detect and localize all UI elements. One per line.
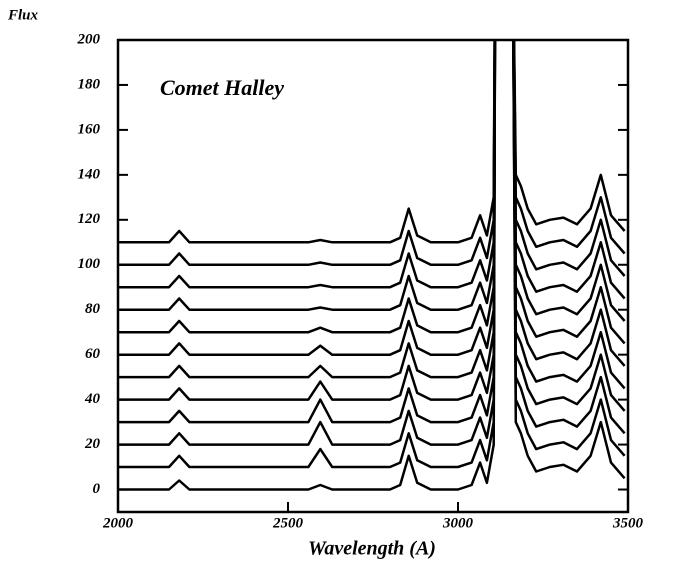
x-tick-label: 2000 [102, 515, 134, 531]
y-tick-label: 120 [78, 211, 101, 227]
series-line [118, 40, 626, 424]
y-tick-label: 100 [78, 256, 101, 272]
chart-title: Comet Halley [160, 75, 284, 100]
x-tick-label: 3000 [442, 515, 474, 531]
plot-frame [116, 38, 630, 514]
y-tick-label: 200 [77, 31, 101, 47]
x-tick-label: 3500 [612, 515, 644, 531]
y-tick-label: 40 [84, 391, 101, 407]
lines [118, 40, 626, 491]
series-line [118, 40, 626, 334]
y-tick-label: 180 [78, 76, 101, 92]
y-tick-label: 0 [93, 481, 101, 497]
series-line [118, 40, 626, 469]
x-tick-label: 2500 [272, 515, 304, 531]
series-line [118, 40, 626, 311]
y-tick-label: 80 [85, 301, 101, 317]
y-tick-label: 20 [84, 436, 101, 452]
series-line [118, 40, 626, 491]
series-line [118, 40, 626, 401]
series-line [118, 40, 626, 244]
series-line [118, 40, 626, 356]
series-line [118, 40, 626, 379]
x-axis-label: Wavelength (A) [308, 538, 436, 560]
series-line [118, 40, 626, 289]
y-tick-label: 140 [78, 166, 101, 182]
series-line [118, 40, 626, 267]
y-tick-label: 60 [85, 346, 101, 362]
series-line [118, 40, 626, 446]
y-axis-label: Flux [7, 7, 39, 23]
y-tick-label: 160 [78, 121, 101, 137]
